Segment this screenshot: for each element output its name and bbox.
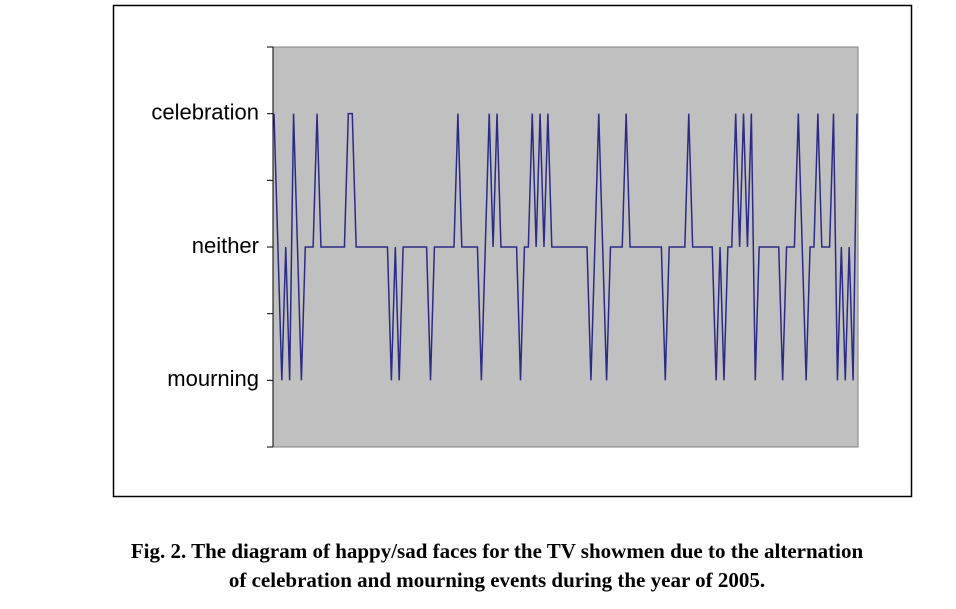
caption-line: Fig. 2. The diagram of happy/sad faces f…	[131, 539, 864, 563]
y-tick-label: celebration	[151, 99, 259, 124]
y-tick-label: mourning	[167, 366, 259, 391]
figure-frame	[112, 4, 913, 498]
data-line	[273, 112, 858, 381]
y-tick-label: neither	[192, 233, 259, 258]
caption-line: of celebration and mourning events durin…	[229, 568, 765, 592]
